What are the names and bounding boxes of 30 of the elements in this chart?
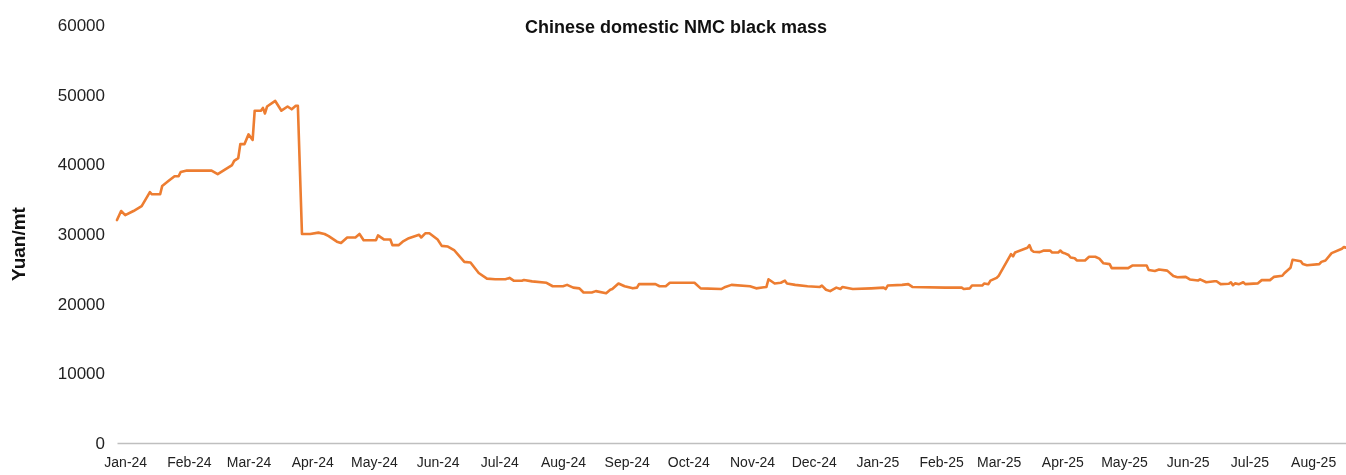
x-tick-label: Mar-25: [976, 453, 1022, 470]
y-tick-label: 10000: [57, 364, 105, 384]
x-tick-label: Feb-24: [167, 453, 212, 470]
x-tick-label: Nov-24: [729, 453, 776, 470]
x-tick-label: Jan-25: [856, 453, 900, 470]
x-tick-label: Sep-24: [604, 453, 650, 470]
x-tick-label: Apr-25: [1041, 453, 1085, 470]
x-tick-label: Jun-25: [1166, 453, 1210, 470]
x-tick-label: Jul-24: [480, 453, 520, 470]
x-tick-label: Jan-24: [104, 453, 148, 470]
x-tick-label: Jul-25: [1230, 453, 1270, 470]
x-tick-label: Feb-25: [919, 453, 965, 470]
x-tick-label: Dec-24: [791, 453, 837, 470]
y-axis-title: Yuan/mt: [8, 206, 29, 281]
x-tick-label: Aug-25: [1291, 453, 1337, 470]
x-tick-label: Jun-24: [416, 453, 460, 470]
y-tick-label: 20000: [57, 294, 105, 314]
y-tick-label: 60000: [57, 15, 105, 35]
chart-title: Chinese domestic NMC black mass: [524, 17, 828, 37]
line-series: [115, 99, 1346, 295]
y-tick-label: 50000: [57, 85, 105, 105]
x-tick-label: May-25: [1101, 453, 1149, 470]
x-tick-label: Apr-24: [291, 453, 334, 470]
y-tick-label: 30000: [57, 224, 105, 244]
x-tick-label: May-24: [351, 453, 398, 470]
x-tick-label: Oct-24: [667, 453, 711, 470]
y-tick-label: 0: [95, 433, 105, 453]
x-tick-label: Mar-24: [226, 453, 272, 470]
y-tick-label: 40000: [57, 155, 105, 175]
x-tick-label: Aug-24: [540, 453, 587, 470]
